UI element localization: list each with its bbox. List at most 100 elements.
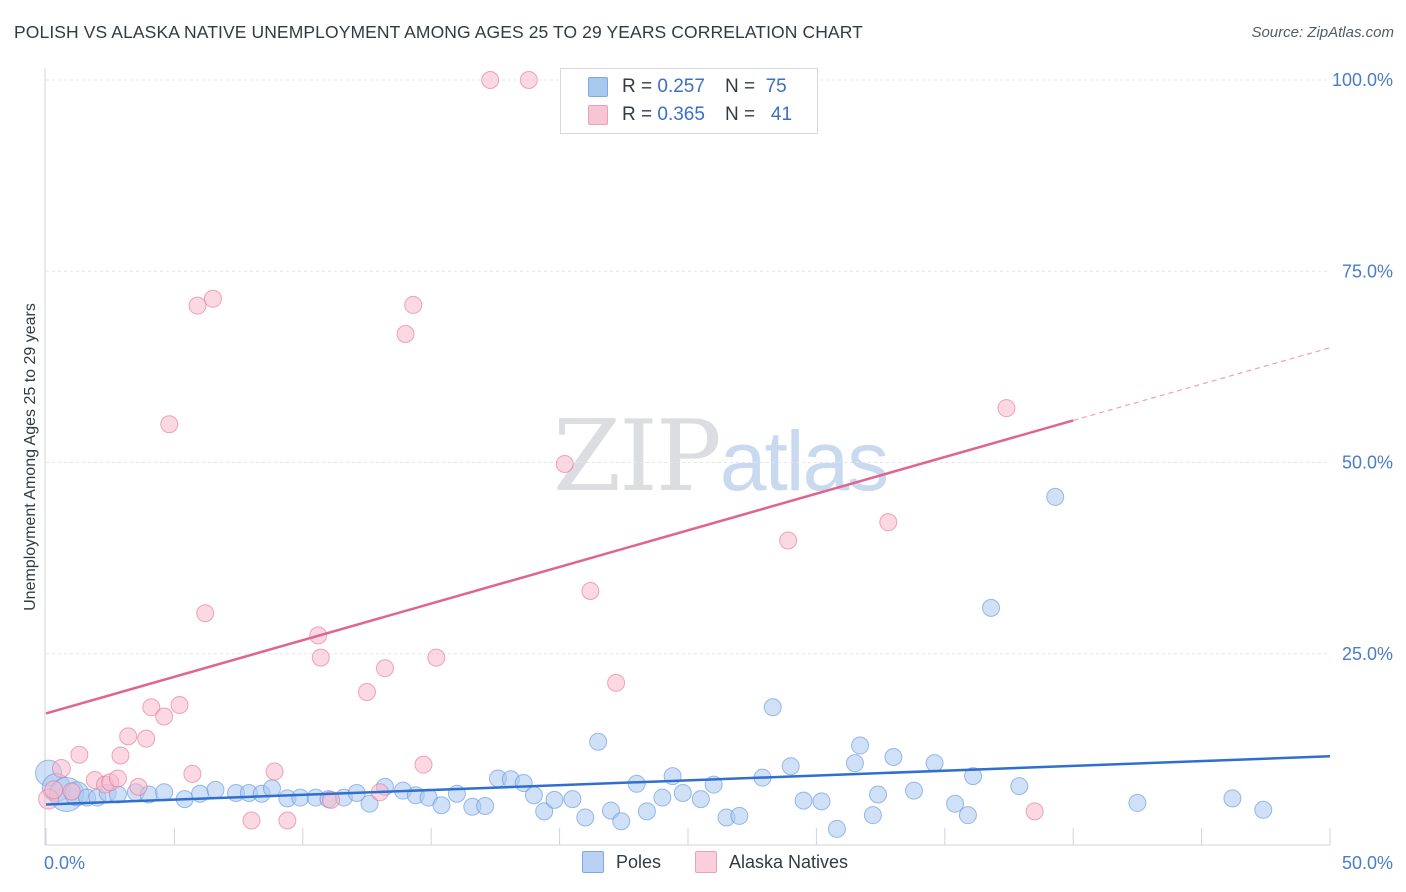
- x-tick-label: 50.0%: [1342, 853, 1393, 873]
- data-point-alaska: [607, 673, 626, 692]
- x-tick-label: 0.0%: [44, 853, 85, 873]
- data-point-alaska: [311, 648, 330, 667]
- data-point-alaska: [170, 696, 189, 715]
- legend-item-alaska-natives[interactable]: Alaska Natives: [695, 851, 848, 873]
- data-point-poles: [576, 808, 595, 827]
- data-point-alaska: [879, 513, 898, 532]
- data-point-alaska: [51, 759, 71, 778]
- data-point-alaska: [1025, 802, 1044, 821]
- series-alaska-natives: [38, 71, 1044, 830]
- legend-label-alaska: Alaska Natives: [729, 851, 849, 872]
- watermark: ZIPatlas: [553, 400, 889, 514]
- data-point-poles: [673, 783, 692, 802]
- legend-swatch-alaska: [695, 851, 717, 873]
- data-point-alaska: [997, 399, 1016, 418]
- legend-n-value: 75: [765, 76, 787, 97]
- data-point-poles: [691, 790, 710, 809]
- data-point-alaska: [278, 811, 297, 830]
- data-point-poles: [763, 698, 782, 717]
- data-point-alaska: [322, 790, 341, 809]
- data-point-poles: [884, 748, 903, 767]
- trend-line-alaska: [45, 419, 1074, 715]
- source-label[interactable]: Source: ZipAtlas.com: [1251, 24, 1394, 41]
- data-point-poles: [653, 788, 672, 807]
- data-point-poles: [958, 806, 977, 825]
- correlation-legend: R = 0.257 N = 75 R = 0.365 N = 41: [560, 68, 818, 134]
- data-point-alaska: [111, 746, 130, 765]
- trend-lines: [45, 347, 1331, 806]
- data-point-poles: [781, 757, 800, 776]
- axes: [44, 68, 1331, 846]
- grid-lines: [46, 79, 1330, 655]
- data-point-alaska: [129, 777, 148, 796]
- data-point-alaska: [265, 762, 284, 781]
- series-poles: [35, 487, 1273, 838]
- data-point-alaska: [160, 415, 179, 434]
- legend-swatch-alaska: [588, 105, 608, 125]
- data-point-poles: [535, 802, 554, 821]
- chart-title: POLISH VS ALASKA NATIVE UNEMPLOYMENT AMO…: [14, 22, 863, 42]
- legend-item-poles[interactable]: Poles: [582, 851, 661, 873]
- legend-row-poles: R = 0.257 N = 75: [561, 72, 787, 102]
- data-point-poles: [627, 774, 646, 793]
- legend-swatch-poles: [588, 77, 608, 97]
- data-point-alaska: [137, 729, 156, 748]
- y-tick-label: 75.0%: [1342, 261, 1393, 281]
- data-point-alaska: [142, 698, 161, 717]
- y-tick-label: 50.0%: [1342, 453, 1393, 473]
- data-point-alaska: [396, 324, 415, 343]
- legend-n-label: N =: [724, 76, 756, 97]
- data-point-alaska: [196, 604, 215, 623]
- data-point-poles: [360, 794, 379, 813]
- data-point-alaska: [203, 289, 222, 308]
- data-point-poles: [946, 794, 965, 813]
- data-point-poles: [291, 788, 310, 807]
- data-point-alaska: [242, 811, 261, 830]
- y-tick-label: 100.0%: [1332, 70, 1393, 90]
- legend-r-value: 0.257: [657, 76, 705, 97]
- data-point-alaska: [414, 755, 433, 774]
- trend-line-alaska-extension: [1073, 347, 1331, 422]
- data-point-poles: [1223, 789, 1242, 808]
- data-point-poles: [851, 736, 870, 755]
- data-point-poles: [845, 754, 864, 773]
- data-point-poles: [476, 796, 495, 815]
- data-point-poles: [524, 786, 543, 805]
- data-point-alaska: [62, 782, 81, 801]
- data-point-poles: [432, 796, 451, 815]
- watermark-atlas: atlas: [719, 414, 889, 508]
- data-point-alaska: [155, 707, 174, 726]
- data-point-alaska: [44, 780, 64, 800]
- data-point-poles: [925, 754, 944, 773]
- data-point-alaska: [779, 531, 798, 550]
- watermark-zip: ZIP: [553, 400, 722, 514]
- legend-row-alaska: R = 0.365 N = 41: [561, 100, 792, 130]
- data-point-alaska: [555, 455, 574, 474]
- data-point-poles: [155, 783, 174, 802]
- data-point-poles: [1128, 793, 1147, 812]
- data-point-poles: [1254, 800, 1273, 819]
- data-point-poles: [863, 806, 882, 825]
- tick-labels: 25.0% 50.0% 75.0% 100.0% 0.0% 50.0%: [44, 70, 1393, 873]
- data-point-poles: [545, 790, 564, 809]
- legend-label-poles: Poles: [616, 851, 662, 872]
- legend-r-label: R =: [622, 76, 653, 97]
- legend-swatch-poles: [582, 851, 604, 873]
- data-point-poles: [612, 812, 631, 831]
- data-point-alaska: [375, 659, 394, 678]
- data-point-poles: [812, 792, 831, 811]
- data-point-alaska: [481, 71, 500, 89]
- data-point-alaska: [183, 764, 202, 783]
- data-point-alaska: [188, 296, 207, 315]
- y-tick-label: 25.0%: [1342, 644, 1393, 664]
- data-point-poles: [1010, 777, 1029, 796]
- data-point-poles: [206, 780, 225, 799]
- legend-n-label: N =: [724, 104, 756, 125]
- data-point-poles: [982, 598, 1001, 617]
- data-point-poles: [869, 785, 888, 804]
- data-point-poles: [1046, 487, 1065, 506]
- data-point-alaska: [70, 745, 89, 764]
- data-point-alaska: [108, 769, 127, 788]
- legend-n-value: 41: [770, 104, 793, 125]
